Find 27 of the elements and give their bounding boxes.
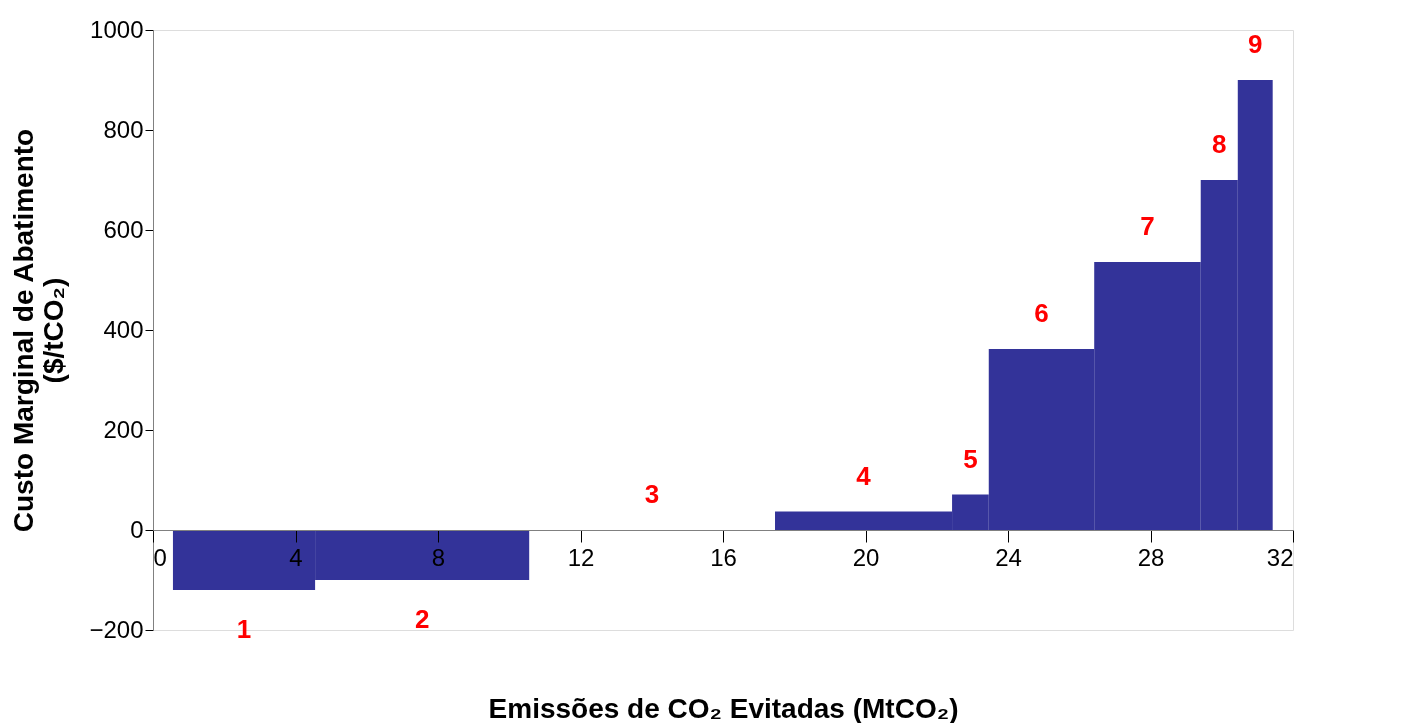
- annotation: 2: [414, 604, 430, 634]
- x-tick-label: 24: [995, 543, 1022, 571]
- x-tick-label: 12: [567, 543, 595, 571]
- y-tick-label: 400: [103, 315, 144, 343]
- annotation: 3: [644, 479, 660, 509]
- annotation: 7: [1140, 211, 1155, 241]
- y-tick-label: −200: [89, 615, 144, 643]
- x-tick-label: 8: [431, 543, 446, 571]
- x-tick-label: 16: [710, 543, 737, 571]
- x-axis-title: Emissões de CO₂ Evitadas (MtCO₂): [488, 692, 959, 723]
- y-tick-label: 600: [103, 215, 144, 243]
- y-tick-label: 800: [103, 115, 144, 143]
- x-tick-label: 28: [1137, 543, 1165, 571]
- annotation: 6: [1034, 298, 1049, 328]
- annotation: 1: [236, 614, 252, 644]
- y-tick-label: 1000: [90, 15, 144, 43]
- y-tick-label: 0: [130, 515, 144, 543]
- annotation: 5: [963, 443, 978, 474]
- annotation: 8: [1212, 129, 1227, 159]
- x-tick-label: 0: [153, 543, 167, 571]
- y-axis-title: Custo Marginal de Abatimento ($/tCO₂): [8, 128, 70, 533]
- x-tick-label: 20: [852, 543, 880, 571]
- x-tick-label: 32: [1266, 543, 1294, 571]
- y-tick-label: 200: [103, 415, 144, 443]
- annotation: 9: [1248, 29, 1263, 59]
- x-tick-label: 4: [289, 543, 303, 571]
- annotation: 4: [856, 460, 872, 491]
